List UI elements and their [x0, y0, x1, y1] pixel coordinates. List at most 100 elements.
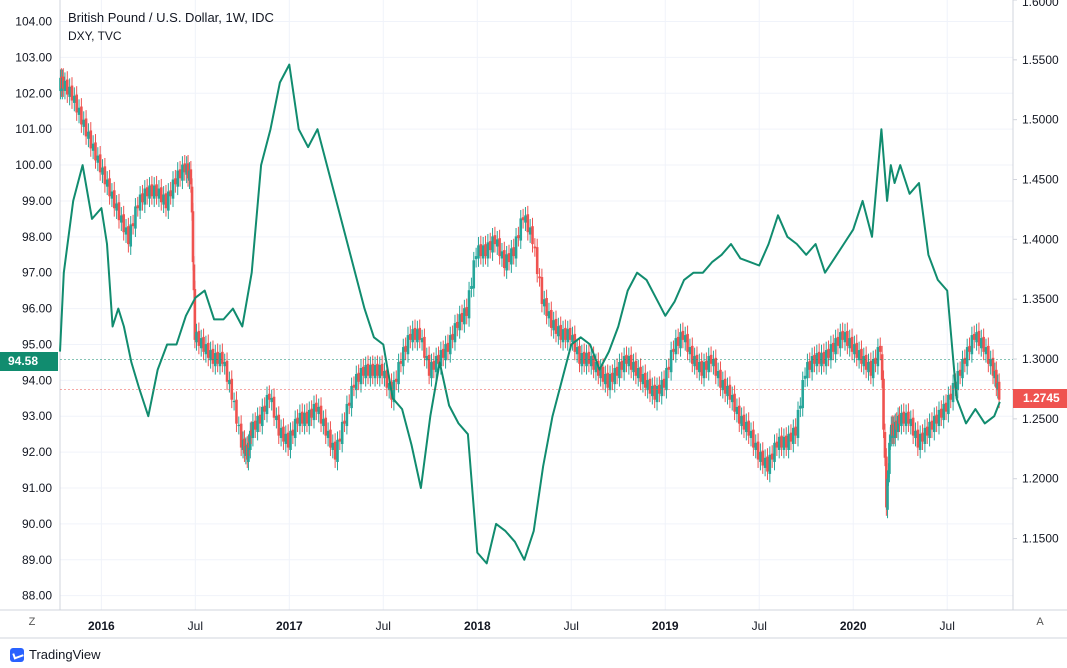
auto-scale-button[interactable]: A	[1036, 616, 1044, 628]
candle-body	[505, 254, 508, 271]
candle-body	[989, 359, 992, 367]
candle-body	[401, 347, 405, 367]
left-axis-tick-label: 96.00	[22, 302, 52, 316]
candle-body	[958, 369, 962, 376]
candle-body	[195, 332, 198, 343]
candle-body	[202, 336, 205, 352]
candle-body	[225, 360, 229, 382]
candle-body	[514, 236, 518, 259]
candle-body	[453, 323, 457, 343]
candle-body	[947, 394, 950, 415]
candle-body	[312, 403, 316, 421]
candle-body	[721, 379, 725, 391]
candle-body	[420, 338, 424, 343]
tradingview-brand[interactable]: TradingView	[10, 647, 101, 662]
candle-body	[808, 360, 812, 370]
candle-body	[84, 118, 88, 137]
candle-body	[472, 260, 476, 289]
candle-body	[329, 429, 332, 448]
candle-body	[886, 478, 889, 510]
candle-body	[883, 432, 887, 458]
candle-body	[284, 433, 288, 445]
dxy-line[interactable]	[59, 63, 1001, 565]
candle-body	[554, 318, 558, 334]
candle-body	[340, 421, 344, 445]
candle-body	[914, 430, 917, 439]
candle-body	[68, 86, 71, 97]
candle-body	[241, 439, 245, 450]
candle-body	[362, 366, 365, 376]
candle-body	[517, 235, 520, 239]
candle-body	[101, 167, 104, 175]
candle-body	[117, 202, 121, 221]
candle-body	[247, 442, 250, 462]
candle-body	[686, 333, 689, 352]
candle-body	[963, 357, 967, 364]
left-axis-tick-label: 101.00	[15, 122, 52, 136]
candle-body	[745, 421, 748, 433]
symbol-title[interactable]: British Pound / U.S. Dollar, 1W, IDC	[68, 10, 274, 25]
candle-body	[928, 421, 931, 439]
candle-body	[827, 348, 830, 358]
candle-body	[258, 414, 262, 424]
candle-body	[317, 406, 320, 415]
candle-body	[728, 384, 732, 400]
candle-body	[803, 375, 807, 379]
x-axis-tick-label: 2016	[88, 619, 115, 633]
candle-body	[533, 246, 537, 249]
candle-body	[524, 215, 527, 223]
candle-body	[979, 338, 983, 349]
zoom-reset-button[interactable]: Z	[28, 616, 36, 628]
candle-body	[855, 342, 859, 358]
candle-body	[611, 372, 614, 382]
candle-body	[869, 360, 873, 376]
candle-body	[763, 457, 767, 468]
candle-body	[347, 402, 351, 406]
candle-body	[441, 348, 445, 358]
candle-body	[782, 436, 786, 450]
candle-body	[456, 321, 459, 328]
candle-body	[507, 253, 511, 263]
candle-body	[714, 357, 718, 376]
candle-body	[503, 250, 506, 269]
candle-body	[961, 359, 964, 379]
candle-body	[932, 415, 936, 433]
candle-body	[648, 378, 652, 394]
candle-body	[134, 206, 137, 229]
left-axis-tick-label: 92.00	[22, 445, 52, 459]
candle-body	[723, 378, 727, 394]
candle-body	[794, 426, 797, 436]
candle-body	[189, 169, 193, 185]
candle-body	[148, 185, 151, 199]
candle-body	[263, 405, 266, 412]
candle-body	[902, 411, 906, 424]
candle-body	[293, 418, 297, 439]
candle-body	[951, 382, 955, 403]
candle-body	[467, 290, 471, 319]
candle-body	[601, 366, 605, 382]
candle-body	[110, 191, 114, 199]
overlay-symbol-label[interactable]: DXY, TVC	[68, 29, 122, 43]
candle-body	[693, 356, 696, 367]
candle-body	[839, 332, 842, 349]
candle-body	[674, 338, 678, 355]
left-axis-tick-label: 95.00	[22, 337, 52, 351]
candle-body	[700, 360, 703, 376]
candle-body	[898, 414, 901, 424]
candle-body	[752, 429, 755, 448]
candle-body	[627, 356, 631, 367]
candle-body	[896, 415, 900, 433]
candle-body	[918, 433, 922, 450]
candle-body	[232, 400, 236, 403]
candle-body	[131, 223, 135, 227]
candle-body	[404, 345, 407, 352]
candle-body	[498, 238, 501, 257]
candle-body	[759, 451, 762, 462]
candle-body	[87, 131, 90, 139]
candle-body	[124, 227, 128, 235]
candle-body	[199, 338, 203, 349]
candle-body	[702, 362, 706, 379]
candle-body	[91, 143, 95, 151]
candle-body	[566, 329, 570, 343]
